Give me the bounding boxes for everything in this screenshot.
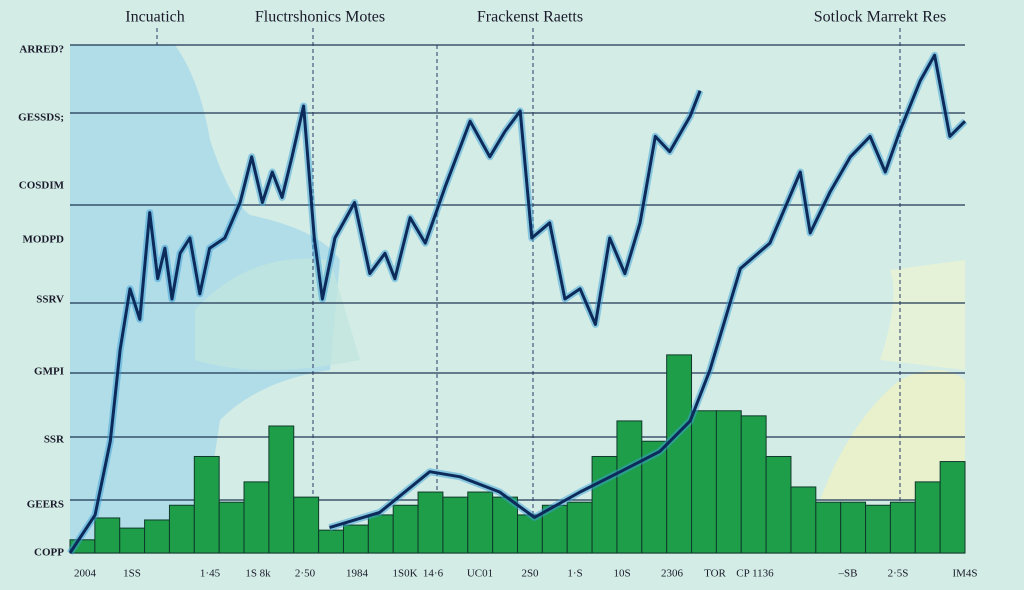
bar (168, 504, 195, 554)
bar (392, 504, 419, 554)
bar (144, 519, 170, 554)
x-label: UC01 (467, 568, 493, 580)
x-label: 2004 (74, 568, 97, 580)
bar (367, 514, 394, 554)
bar (591, 455, 618, 554)
annotation: Incuatich (125, 9, 185, 26)
x-label: 1S0K (392, 568, 417, 580)
y-label: COPP (34, 547, 64, 559)
line (329, 53, 967, 530)
bar (815, 501, 842, 554)
x-label: –SB (838, 568, 858, 580)
x-label: 1·45 (200, 568, 221, 580)
bar (865, 504, 891, 554)
annotation: Sotlock Marrekt Res (814, 9, 946, 26)
x-label: 2·50 (295, 568, 316, 580)
bar (442, 496, 469, 554)
y-label: SSR (44, 434, 65, 446)
y-label: SSRV (36, 294, 64, 306)
yellow-shade (820, 370, 965, 500)
x-label: 10S (613, 568, 630, 580)
bar (243, 481, 270, 554)
blue-shade (70, 45, 340, 553)
bar (666, 354, 693, 554)
y-label: GEERS (27, 499, 64, 511)
pale-shade (880, 260, 965, 370)
annotation: Frackenst Raetts (477, 9, 583, 26)
bar (342, 524, 369, 554)
bar (193, 455, 220, 554)
bar (914, 481, 941, 554)
y-label: GESSDS; (18, 112, 64, 124)
bar (268, 425, 295, 554)
x-label: CP 1136 (736, 568, 774, 580)
bar (293, 496, 320, 554)
bar (840, 501, 867, 554)
y-label: COSDIM (19, 180, 65, 192)
x-label: 2S0 (521, 568, 539, 580)
x-label: 1SS (123, 568, 141, 580)
x-label: 1·S (567, 568, 582, 580)
x-label: 1S 8k (245, 568, 271, 580)
bar (740, 415, 767, 554)
bar (417, 491, 444, 554)
bar (939, 461, 966, 554)
bar (566, 501, 593, 554)
x-label: 2306 (661, 568, 684, 580)
bar (94, 517, 121, 554)
y-label: GMPI (34, 366, 64, 378)
bar (715, 410, 742, 554)
line (68, 90, 702, 554)
bar (119, 527, 146, 554)
x-label: 1984 (346, 568, 369, 580)
bar (889, 501, 916, 554)
bar (765, 455, 792, 554)
y-label: MODPD (22, 234, 64, 246)
x-label: TOR (704, 568, 726, 580)
bar (218, 501, 245, 554)
bar (467, 491, 494, 554)
y-label: ARRED? (19, 44, 64, 56)
bar (492, 496, 518, 554)
x-label: 2·5S (888, 568, 909, 580)
bar (517, 514, 543, 554)
x-label: IM4S (952, 568, 977, 580)
annotation: Fluctrshonics Motes (255, 9, 385, 26)
bar (790, 486, 817, 554)
bar (691, 410, 717, 554)
bar (616, 420, 643, 554)
bar (318, 529, 344, 554)
x-label: 14·6 (423, 568, 444, 580)
